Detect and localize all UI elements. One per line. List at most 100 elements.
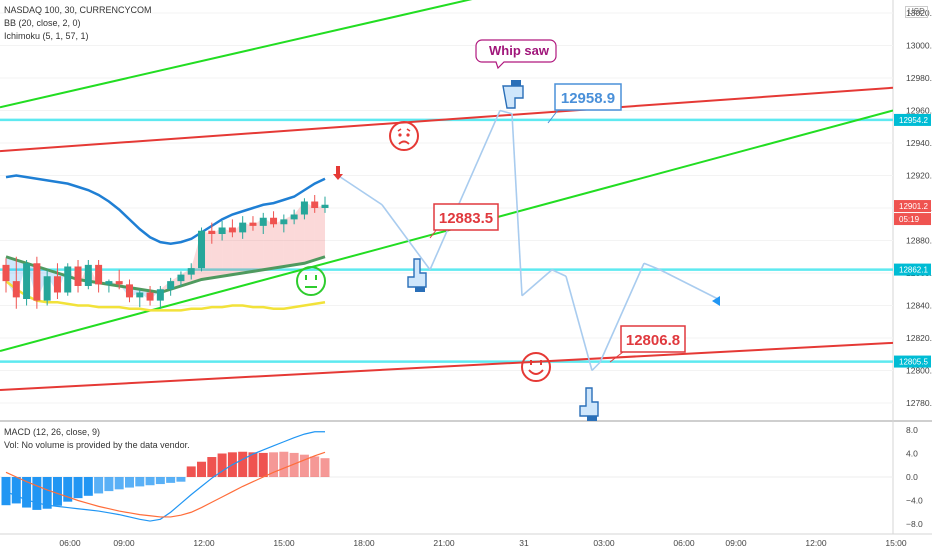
- bb-lower-line: [5, 280, 326, 312]
- macd-histogram-bar: [52, 477, 62, 506]
- macd-histogram-bar: [73, 477, 83, 499]
- candle-body: [115, 281, 123, 285]
- candle-body: [321, 204, 329, 208]
- price-tick-label: 12820.0: [906, 333, 932, 343]
- whip-saw-label: Whip saw: [489, 43, 550, 58]
- macd-histogram-bar: [83, 477, 93, 496]
- macd-histogram-bar: [166, 477, 176, 483]
- macd-tick-label: 4.0: [906, 449, 918, 459]
- macd-histogram-bar: [145, 477, 155, 486]
- price-tag-label: 12862.1: [899, 266, 928, 275]
- projection-segment: [551, 269, 567, 277]
- symbol-title: NASDAQ 100, 30, CURRENCYCOM: [4, 5, 152, 15]
- macd-histogram-bar: [22, 477, 32, 508]
- happy-face-icon[interactable]: [521, 352, 551, 382]
- projection-segment: [659, 269, 719, 300]
- price-tag-label: 12954.2: [899, 116, 928, 125]
- time-tick-label: 15:00: [273, 538, 295, 548]
- candle-body: [249, 222, 257, 226]
- time-tick-label: 12:00: [805, 538, 827, 548]
- time-tick-label: 03:00: [593, 538, 615, 548]
- candle-body: [208, 230, 216, 234]
- macd-histogram-bar: [114, 477, 124, 490]
- macd-histogram-bar: [320, 458, 330, 477]
- price-tag-bg: [894, 113, 931, 126]
- time-tick-label: 31: [519, 538, 529, 548]
- candle-body: [198, 230, 206, 269]
- worried-face-icon[interactable]: [389, 121, 419, 151]
- macd-histogram-bar: [124, 477, 134, 488]
- whip-saw-callout[interactable]: Whip saw: [475, 39, 557, 70]
- macd-histogram-bar: [299, 454, 309, 477]
- candle-body: [177, 274, 185, 282]
- candle-body: [23, 263, 31, 299]
- price-tag-label: 12901.2: [899, 202, 928, 211]
- macd-tick-label: 0.0: [906, 472, 918, 482]
- price-tick-label: 12840.0: [906, 301, 932, 311]
- candle-body: [125, 284, 133, 298]
- price-tag-label: 12805.5: [899, 358, 928, 367]
- candle-body: [64, 266, 72, 293]
- level-mid-callout[interactable]: 12883.5: [429, 203, 499, 239]
- level-mid-label: 12883.5: [439, 210, 493, 227]
- ichimoku-cloud-segment: [252, 217, 264, 272]
- macd-histogram-bar: [42, 477, 52, 509]
- macd-histogram-bar: [207, 457, 217, 477]
- level-low-label: 12806.8: [626, 332, 680, 349]
- hand-pointing-left-icon[interactable]: [502, 80, 524, 109]
- candle-body: [290, 214, 298, 220]
- hand-pointing-up-icon[interactable]: [407, 258, 427, 292]
- green-trendline-upper: [0, 0, 473, 109]
- bb-upper-line: [5, 174, 326, 246]
- projection-segment: [381, 204, 431, 271]
- macd-tick-label: −4.0: [906, 496, 923, 506]
- time-tick-label: 09:00: [725, 538, 747, 548]
- candle-body: [228, 227, 236, 233]
- time-tick-label: 15:00: [885, 538, 907, 548]
- candle-body: [239, 222, 247, 233]
- macd-histogram-bar: [176, 477, 186, 482]
- candle-body: [311, 201, 319, 208]
- candle-body: [270, 217, 278, 225]
- projection-segment: [499, 109, 513, 115]
- price-tag-bg: [894, 213, 931, 226]
- macd-histogram-bar: [258, 452, 268, 477]
- candle-body: [53, 276, 61, 293]
- macd-histogram-bar: [32, 477, 42, 510]
- time-tick-label: 09:00: [113, 538, 135, 548]
- volume-note: Vol: No volume is provided by the data v…: [4, 440, 190, 450]
- price-tick-label: 13020.0: [906, 8, 932, 18]
- level-top-callout[interactable]: 12958.9: [547, 83, 622, 124]
- down-arrow-marker: [333, 166, 343, 180]
- candle-body: [259, 217, 267, 226]
- projection-segment: [511, 113, 523, 296]
- time-tick-label: 21:00: [433, 538, 455, 548]
- candle-body: [300, 201, 308, 215]
- hand-pointing-up-icon-2[interactable]: [579, 387, 599, 421]
- macd-legend: MACD (12, 26, close, 9): [4, 427, 101, 437]
- ichimoku-cloud-segment: [304, 201, 315, 264]
- ichimoku-cloud-segment: [222, 227, 233, 277]
- ichimoku-cloud-segment: [232, 222, 243, 275]
- candle-body: [43, 276, 51, 301]
- level-low-callout[interactable]: 12806.8: [609, 325, 686, 363]
- macd-histogram-bar: [186, 466, 196, 477]
- projection-segment: [565, 276, 593, 371]
- price-tick-label: 12920.0: [906, 171, 932, 181]
- price-tick-label: 12800.0: [906, 366, 932, 376]
- price-tick-label: 13000.0: [906, 41, 932, 51]
- projection-segment: [429, 110, 501, 271]
- price-tick-label: 12880.0: [906, 236, 932, 246]
- price-tick-label: 12980.0: [906, 73, 932, 83]
- ichimoku-cloud-segment: [211, 227, 223, 278]
- ichimoku-legend: Ichimoku (5, 1, 57, 1): [4, 31, 89, 41]
- candle-body: [187, 268, 195, 275]
- left-arrow-marker: [712, 296, 720, 306]
- ichimoku-line: [5, 255, 326, 295]
- ichimoku-cloud-segment: [314, 204, 325, 260]
- time-tick-label: 06:00: [673, 538, 695, 548]
- neutral-face-icon[interactable]: [296, 266, 326, 296]
- level-top-label: 12958.9: [561, 90, 615, 107]
- macd-histogram-bar: [94, 477, 104, 494]
